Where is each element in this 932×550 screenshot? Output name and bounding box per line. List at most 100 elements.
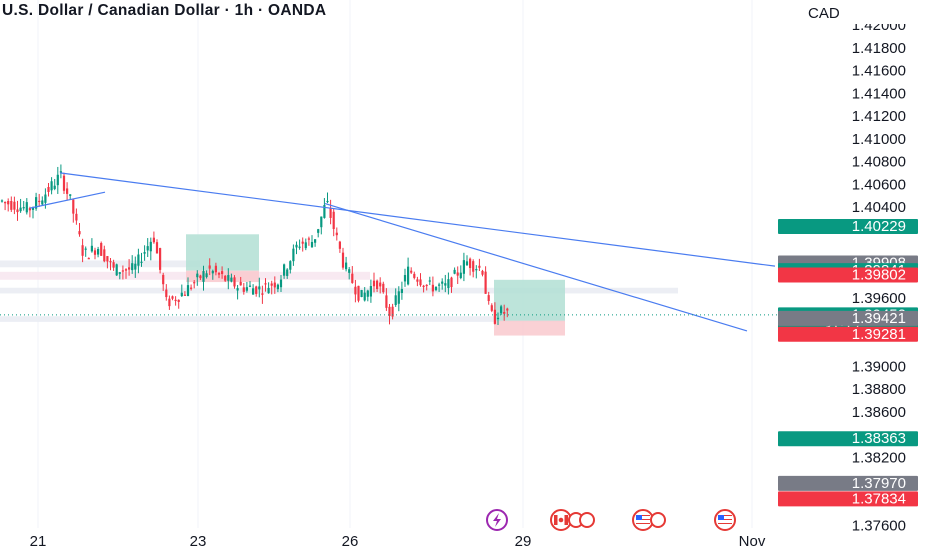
flag-stripe [636, 519, 650, 520]
price-badge-bg [778, 218, 918, 234]
candle-body [75, 213, 78, 221]
candle-body [4, 202, 7, 204]
price-badge: 1.39281 [778, 326, 918, 343]
lightning-icon[interactable] [486, 509, 508, 531]
time-axis[interactable]: 21 23 26 29 Nov [30, 533, 766, 550]
price-tick-label: 1.38800 [852, 381, 906, 398]
flag-canton [718, 515, 724, 520]
candle [62, 172, 66, 195]
us-flag-icon[interactable] [632, 509, 666, 531]
candle-body [276, 284, 279, 290]
candle-body [478, 265, 481, 268]
candle [84, 246, 87, 257]
candle-body [338, 241, 341, 249]
candle-body [25, 202, 28, 213]
candle [400, 281, 403, 300]
candle-body [118, 272, 121, 274]
long-position-target-2 [494, 279, 565, 321]
candle-body [295, 244, 298, 248]
price-badge-label: 1.37834 [852, 490, 906, 507]
candle [146, 238, 149, 257]
candle [450, 276, 453, 293]
candle [317, 228, 320, 238]
candle-body [335, 232, 338, 236]
candle [230, 273, 233, 283]
candle-body [112, 262, 115, 268]
candle [106, 255, 109, 269]
candle-body [214, 265, 217, 273]
candle-body [97, 248, 100, 255]
candle [447, 272, 450, 295]
price-tick-label: 1.40600 [852, 176, 906, 193]
economic-events[interactable] [486, 509, 736, 531]
candle [267, 282, 270, 294]
candle [453, 267, 456, 275]
candle [4, 201, 7, 211]
candle-body [292, 248, 295, 262]
candle [109, 258, 112, 271]
candle [255, 285, 258, 297]
candle-body [310, 241, 314, 248]
price-tick-label: 1.41200 [852, 108, 906, 125]
candle-body [193, 282, 196, 284]
candle [143, 245, 146, 261]
price-badge-label: 1.39421 [852, 310, 906, 327]
candle-body [236, 288, 239, 291]
price-badge: 1.38363 [778, 430, 918, 447]
candle-body [376, 280, 379, 290]
candle-body [379, 282, 382, 287]
candle [425, 284, 428, 291]
candle [286, 268, 289, 279]
candle [202, 265, 205, 291]
candle [413, 271, 416, 280]
candle-body [47, 187, 50, 192]
candle [351, 266, 354, 284]
candle [159, 247, 162, 274]
candle [335, 227, 338, 241]
candle [152, 231, 155, 244]
candle-body [159, 248, 162, 270]
candle [487, 291, 490, 305]
candle [140, 252, 143, 267]
candle-body [369, 286, 372, 297]
candle [128, 259, 131, 276]
candle-body [360, 290, 363, 297]
price-badge-bg [778, 310, 918, 326]
chart-title: U.S. Dollar / Canadian Dollar · 1h · OAN… [2, 2, 327, 19]
candle-body [472, 261, 475, 272]
candle [199, 274, 202, 281]
candle [196, 270, 199, 286]
flag-stripe [718, 521, 732, 522]
candle [227, 268, 230, 290]
candle [283, 263, 286, 279]
currency-selector[interactable]: CAD [788, 2, 920, 24]
candle [72, 198, 75, 223]
candle [190, 284, 193, 291]
candle-body [456, 272, 459, 276]
candle-body [326, 200, 329, 203]
candle [407, 257, 410, 286]
candle [81, 238, 84, 263]
candle [186, 277, 190, 297]
candle [416, 276, 419, 287]
candle-body [22, 207, 25, 209]
candle-body [273, 282, 276, 288]
candle [444, 274, 447, 293]
canada-flag-icon[interactable] [550, 509, 595, 531]
flag-stripe [636, 523, 650, 524]
flag-stripe [718, 517, 732, 518]
candle [233, 275, 236, 289]
candle-body [16, 209, 19, 213]
us-flag-icon[interactable] [714, 509, 736, 531]
time-tick-label: 29 [515, 533, 532, 550]
candle [134, 256, 137, 278]
price-badge-label: 1.40229 [852, 218, 906, 235]
candle [224, 275, 227, 282]
candle-body [180, 292, 183, 297]
candle [307, 236, 310, 246]
candle-body [242, 287, 245, 292]
candle [19, 198, 22, 213]
candle [503, 304, 506, 321]
